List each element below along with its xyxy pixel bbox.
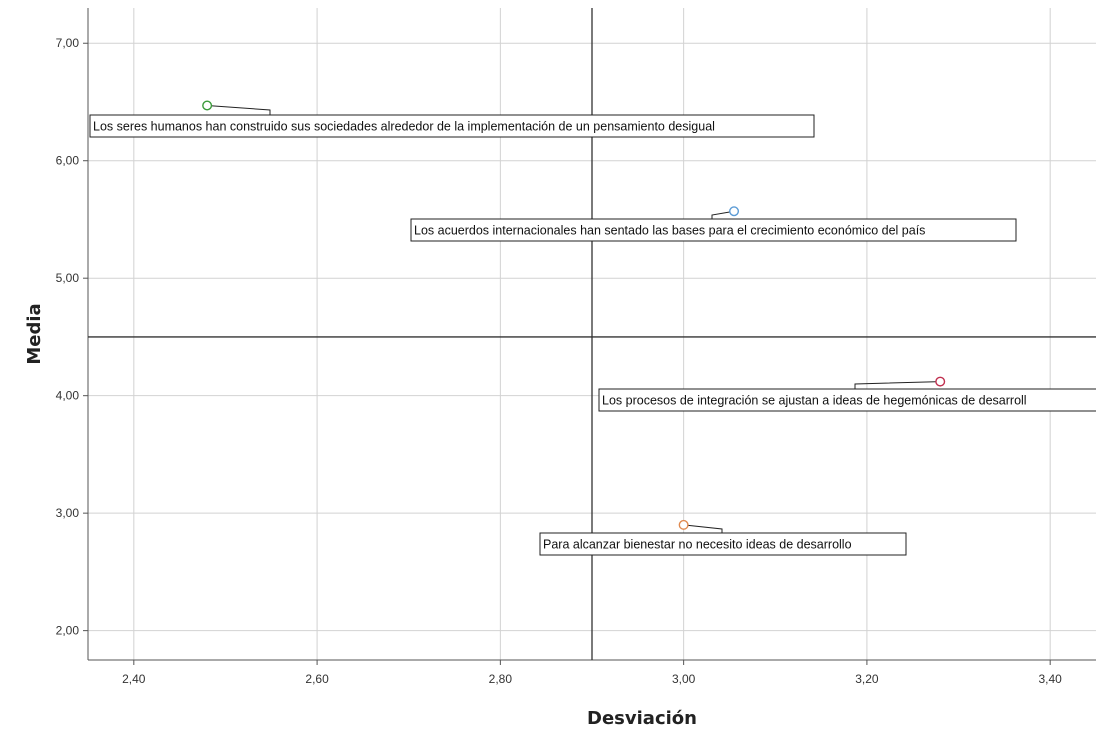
y-tick-label: 7,00 [56,36,80,50]
x-tick-label: 3,40 [1039,672,1063,686]
callout-leader-line [854,381,941,389]
callout-box [598,388,1096,412]
y-tick-label: 3,00 [56,506,80,520]
y-tick-label: 4,00 [56,389,80,403]
callout-leader-line [683,524,723,533]
point-label: Para alcanzar bienestar no necesito idea… [543,538,852,552]
x-axis-title: Desviación [587,708,697,729]
y-axis-title: Media [24,303,45,364]
x-tick-label: 2,60 [305,672,329,686]
callout-leader-line [207,105,271,115]
y-tick-label: 6,00 [56,154,80,168]
callout-box [539,532,907,556]
y-tick-label: 5,00 [56,271,80,285]
point-label: Los seres humanos han construido sus soc… [93,120,715,134]
data-point [678,519,689,530]
callout-leader-line [711,210,735,219]
x-tick-label: 3,20 [855,672,879,686]
point-label: Los procesos de integración se ajustan a… [602,394,1027,408]
x-tick-label: 2,80 [489,672,513,686]
data-point [202,100,213,111]
y-tick-label: 2,00 [56,624,80,638]
data-point [729,206,740,217]
x-tick-label: 2,40 [122,672,146,686]
data-point [935,376,946,387]
x-tick-label: 3,00 [672,672,696,686]
callout-box [410,218,1017,242]
point-label: Los acuerdos internacionales han sentado… [414,224,925,238]
callout-box [89,114,815,138]
